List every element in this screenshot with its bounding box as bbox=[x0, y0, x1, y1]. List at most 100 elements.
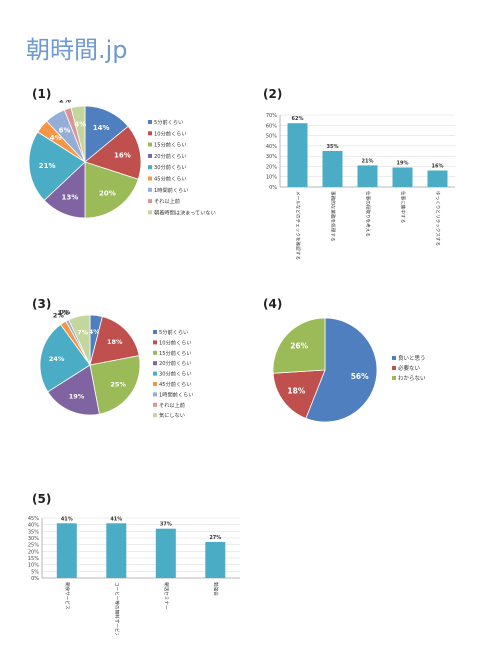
panel-label-3: (3) bbox=[32, 297, 52, 311]
pie-slice bbox=[89, 355, 141, 415]
data-label: 2% bbox=[53, 312, 65, 320]
legend-swatch bbox=[153, 361, 157, 366]
legend-swatch bbox=[153, 350, 157, 355]
data-label: 19% bbox=[397, 161, 409, 167]
bar bbox=[205, 542, 226, 578]
data-label: 62% bbox=[292, 116, 304, 122]
legend-entry: 15分前くらい bbox=[154, 141, 187, 149]
legend-swatch bbox=[153, 402, 157, 407]
data-label: 26% bbox=[290, 341, 308, 350]
bar bbox=[357, 165, 378, 187]
panel-label-5: (5) bbox=[32, 492, 52, 506]
data-label: 27% bbox=[209, 535, 221, 541]
pie-slice bbox=[47, 364, 100, 416]
data-label: 41% bbox=[61, 516, 73, 522]
pie-slice bbox=[305, 317, 378, 423]
data-label: 13% bbox=[62, 193, 79, 201]
logo: 朝時間.jp bbox=[26, 36, 128, 64]
data-label: 16% bbox=[114, 151, 131, 159]
data-label: 7% bbox=[77, 328, 89, 336]
y-tick-label: 0% bbox=[269, 185, 277, 191]
legend-entry: 10分前くらい bbox=[159, 338, 192, 346]
data-label: 4% bbox=[74, 121, 86, 129]
bar-chart-2: 0% 10% 20% 30% 40% 50% 60% 70% 62% メールなどのチェックを確認す… bbox=[266, 113, 455, 260]
data-label: 6% bbox=[59, 126, 71, 134]
y-tick-label: 25% bbox=[28, 543, 39, 549]
legend-entry: 30分前くらい bbox=[154, 163, 187, 171]
pie-chart-3: 4% 18% 25% 19% 24% 2%1%0% 7% 5分前くらい 10分前くらい 15分前く… bbox=[39, 310, 193, 419]
panel-label-1: (1) bbox=[32, 87, 52, 101]
pie-slice bbox=[70, 105, 86, 163]
pie-slice bbox=[272, 317, 326, 374]
legend-entry: 30分前くらい bbox=[159, 370, 192, 378]
y-tick-label: 0% bbox=[31, 576, 39, 582]
legend-swatch bbox=[392, 366, 396, 370]
data-label: 19% bbox=[69, 393, 85, 401]
data-label: 37% bbox=[160, 522, 172, 528]
bar-chart-5: 0%5%10%15%20%25%30%35%40%45% 41% 朝食サービス 41%… bbox=[28, 516, 240, 635]
data-label: 41% bbox=[110, 516, 122, 522]
legend-swatch bbox=[148, 199, 152, 204]
legend-swatch bbox=[148, 176, 152, 181]
y-tick-label: 20% bbox=[266, 164, 277, 170]
x-tick-label: ゆっくりとリラックスする bbox=[435, 191, 442, 246]
data-label: 56% bbox=[351, 372, 369, 381]
data-label: 4% bbox=[50, 134, 62, 142]
data-label: 18% bbox=[107, 338, 123, 346]
legend-entry: 15分前くらい bbox=[159, 349, 192, 357]
data-label: 21% bbox=[362, 158, 374, 164]
data-label: 4% bbox=[89, 328, 101, 336]
y-tick-label: 30% bbox=[28, 536, 39, 542]
legend-swatch bbox=[153, 382, 157, 386]
legend-entry: 必要ない bbox=[398, 364, 421, 372]
y-tick-label: 45% bbox=[28, 516, 39, 522]
data-label: 24% bbox=[49, 355, 65, 363]
pie-chart-1: 14% 16% 20% 13% 21% 4%6% 2% 4% 5分前くらい 10分前くらい 15分前… bbox=[28, 100, 216, 219]
legend-swatch bbox=[153, 413, 157, 418]
x-tick-label: メールなどのチェックを確認する bbox=[295, 191, 302, 260]
y-tick-label: 50% bbox=[266, 134, 277, 140]
y-tick-label: 70% bbox=[266, 113, 277, 119]
y-tick-label: 10% bbox=[28, 563, 39, 569]
bar bbox=[106, 523, 127, 578]
legend-swatch bbox=[153, 392, 157, 397]
legend-swatch bbox=[148, 120, 152, 124]
x-tick-label: 事務的な業務を処理する bbox=[330, 191, 337, 242]
bar bbox=[427, 170, 448, 187]
bar bbox=[322, 151, 343, 187]
data-label: 16% bbox=[432, 164, 444, 170]
legend-entry: 45分前くらい bbox=[159, 380, 192, 388]
data-label: 25% bbox=[110, 381, 126, 389]
y-tick-label: 30% bbox=[266, 154, 277, 160]
y-tick-label: 10% bbox=[266, 175, 277, 181]
legend-swatch bbox=[148, 210, 152, 215]
pie-slice bbox=[272, 369, 326, 419]
legend-swatch bbox=[153, 340, 157, 345]
legend-entry: それ以上前 bbox=[159, 401, 185, 409]
data-label: 21% bbox=[39, 162, 56, 170]
x-tick-label: 仕事に集中する bbox=[400, 191, 407, 223]
legend-entry: 良いと思う bbox=[398, 354, 426, 362]
legend-swatch bbox=[148, 131, 152, 136]
data-label: 1% bbox=[58, 310, 70, 317]
panel-label-4: (4) bbox=[263, 297, 283, 311]
panel-label-2: (2) bbox=[263, 87, 283, 101]
legend-swatch bbox=[148, 142, 152, 147]
bar bbox=[155, 528, 176, 578]
legend-entry: 20分前くらい bbox=[154, 152, 187, 160]
legend-entry: 5分前くらい bbox=[154, 118, 183, 126]
data-label: 35% bbox=[327, 144, 339, 150]
legend-entry: 20分前くらい bbox=[159, 359, 192, 367]
pie-slice bbox=[39, 323, 91, 393]
legend-swatch bbox=[153, 330, 157, 334]
data-label: 2% bbox=[59, 100, 71, 105]
legend-swatch bbox=[392, 356, 396, 360]
data-label: 20% bbox=[99, 189, 116, 197]
y-tick-label: 40% bbox=[28, 523, 39, 529]
data-label: 18% bbox=[287, 386, 305, 395]
legend-entry: 45分前くらい bbox=[154, 175, 187, 183]
data-label: 14% bbox=[93, 124, 110, 132]
pie-slice bbox=[84, 161, 139, 219]
legend-entry: 5分前くらい bbox=[159, 328, 188, 336]
legend-entry: それ以上前 bbox=[154, 197, 180, 205]
